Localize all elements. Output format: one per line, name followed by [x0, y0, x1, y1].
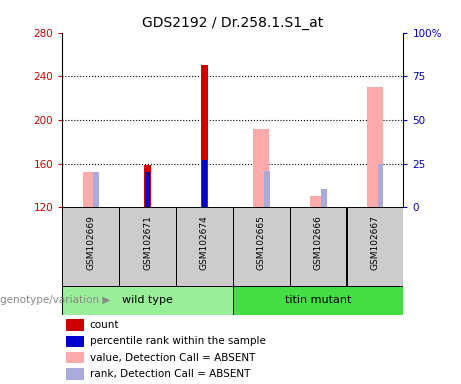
Text: GSM102666: GSM102666 — [313, 215, 323, 270]
Bar — [65, 336, 84, 347]
Bar — [201, 65, 208, 207]
Bar — [144, 165, 151, 207]
Bar — [367, 87, 383, 207]
Bar — [65, 319, 84, 331]
Bar — [62, 207, 119, 286]
Bar — [290, 207, 347, 286]
Text: titin mutant: titin mutant — [285, 295, 351, 306]
Bar — [145, 172, 150, 207]
Bar — [233, 286, 403, 315]
Bar — [65, 368, 84, 380]
Bar — [62, 286, 233, 315]
Text: genotype/variation ▶: genotype/variation ▶ — [0, 295, 110, 306]
Text: rank, Detection Call = ABSENT: rank, Detection Call = ABSENT — [89, 369, 250, 379]
Text: GSM102674: GSM102674 — [200, 215, 209, 270]
Text: GSM102667: GSM102667 — [371, 215, 379, 270]
Text: value, Detection Call = ABSENT: value, Detection Call = ABSENT — [89, 353, 255, 362]
Bar — [65, 352, 84, 363]
Bar — [119, 207, 176, 286]
Bar — [94, 172, 99, 207]
Bar — [83, 172, 99, 207]
Bar — [253, 129, 269, 207]
Text: GSM102665: GSM102665 — [257, 215, 266, 270]
Bar — [233, 207, 290, 286]
Bar — [310, 197, 326, 207]
Bar — [176, 207, 233, 286]
Title: GDS2192 / Dr.258.1.S1_at: GDS2192 / Dr.258.1.S1_at — [142, 16, 324, 30]
Bar — [378, 164, 384, 207]
Text: count: count — [89, 320, 119, 330]
Text: wild type: wild type — [122, 295, 173, 306]
Bar — [347, 207, 403, 286]
Bar — [264, 171, 270, 207]
Text: percentile rank within the sample: percentile rank within the sample — [89, 336, 266, 346]
Bar — [201, 161, 207, 207]
Text: GSM102669: GSM102669 — [86, 215, 95, 270]
Bar — [321, 189, 326, 207]
Text: GSM102671: GSM102671 — [143, 215, 152, 270]
